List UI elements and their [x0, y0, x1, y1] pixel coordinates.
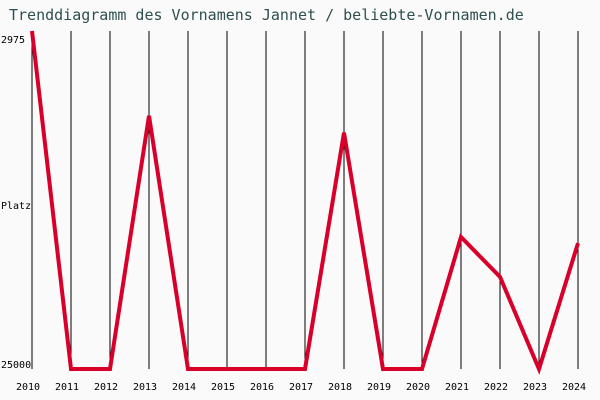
series-line — [30, 30, 580, 375]
x-tick-label: 2023 — [522, 382, 548, 393]
x-tick-label: 2012 — [93, 382, 119, 393]
x-tick-label: 2015 — [210, 382, 236, 393]
x-tick-label: 2021 — [444, 382, 470, 393]
x-tick-label: 2022 — [483, 382, 509, 393]
x-tick-label: 2017 — [288, 382, 314, 393]
x-tick-label: 2011 — [54, 382, 80, 393]
y-axis-bottom-label: 25000 — [1, 360, 32, 371]
x-tick-label: 2018 — [327, 382, 353, 393]
x-tick-label: 2020 — [405, 382, 431, 393]
chart-title: Trenddiagramm des Vornamens Jannet / bel… — [9, 6, 524, 24]
x-tick-label: 2024 — [561, 382, 587, 393]
x-tick-label: 2019 — [366, 382, 392, 393]
x-tick-label: 2013 — [132, 382, 158, 393]
y-axis-title: Platz — [1, 201, 32, 212]
y-axis-top-label: 2975 — [1, 35, 26, 46]
x-tick-label: 2010 — [15, 382, 41, 393]
x-tick-label: 2014 — [171, 382, 197, 393]
x-tick-label: 2016 — [249, 382, 275, 393]
